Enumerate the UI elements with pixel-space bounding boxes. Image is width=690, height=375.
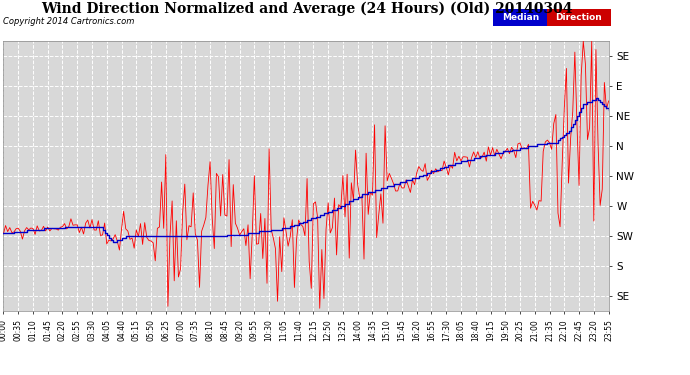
Text: Wind Direction Normalized and Average (24 Hours) (Old) 20140304: Wind Direction Normalized and Average (2… <box>41 2 573 16</box>
Bar <box>493 9 547 26</box>
Bar <box>547 9 611 26</box>
Text: Median: Median <box>502 13 539 22</box>
Text: Copyright 2014 Cartronics.com: Copyright 2014 Cartronics.com <box>3 17 135 26</box>
Text: Direction: Direction <box>555 13 602 22</box>
